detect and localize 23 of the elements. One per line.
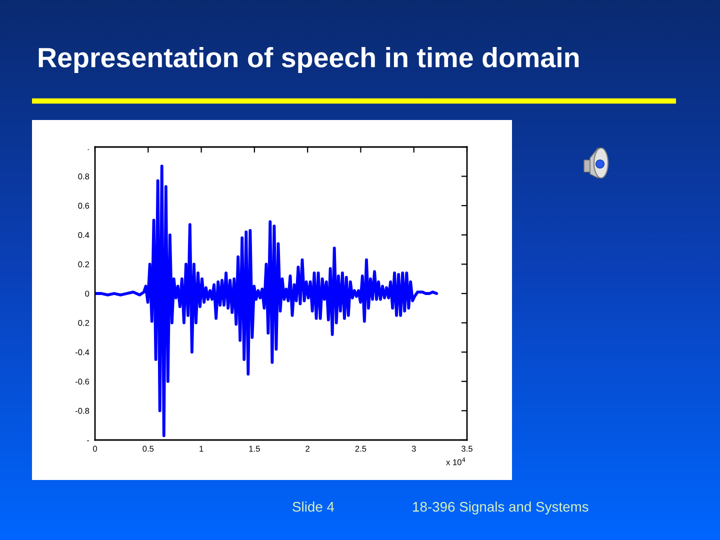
x-tick-label: 2 bbox=[306, 446, 310, 452]
y-tick-label: -0.4 bbox=[75, 349, 90, 356]
text: x 10$^{4}$ bbox=[446, 458, 466, 466]
x-tick-label: 1.5 bbox=[249, 446, 260, 452]
y-tick-label: 0 bbox=[85, 290, 90, 297]
y-tick-label: 0.2 bbox=[78, 320, 90, 326]
y-tick-label: 0.8 bbox=[78, 174, 90, 180]
y-tick-label: -0.8 bbox=[75, 408, 90, 414]
y-tick-label: 0.4 bbox=[78, 232, 90, 238]
y-tick-label: 0.2 bbox=[78, 261, 90, 268]
x-tick-label: 1 bbox=[200, 446, 204, 452]
x-tick-label: 3.5 bbox=[462, 446, 472, 452]
x-tick-label: 0 bbox=[93, 446, 97, 452]
y-tick-label: -0.6 bbox=[75, 378, 90, 384]
text: 18-396 Signals and Systems bbox=[413, 502, 588, 514]
x-tick-label: 0.5 bbox=[142, 446, 154, 452]
text: Slide 4 bbox=[292, 502, 334, 512]
x-tick-label: 2.5 bbox=[355, 446, 366, 452]
y-tick-label: 0.6 bbox=[78, 202, 90, 209]
x-tick-label: 3 bbox=[412, 446, 416, 452]
chart-title: Representation of speech in time domain bbox=[38, 47, 579, 73]
y-tick-label: - bbox=[87, 440, 90, 442]
y-tick-label: . bbox=[88, 149, 89, 150]
